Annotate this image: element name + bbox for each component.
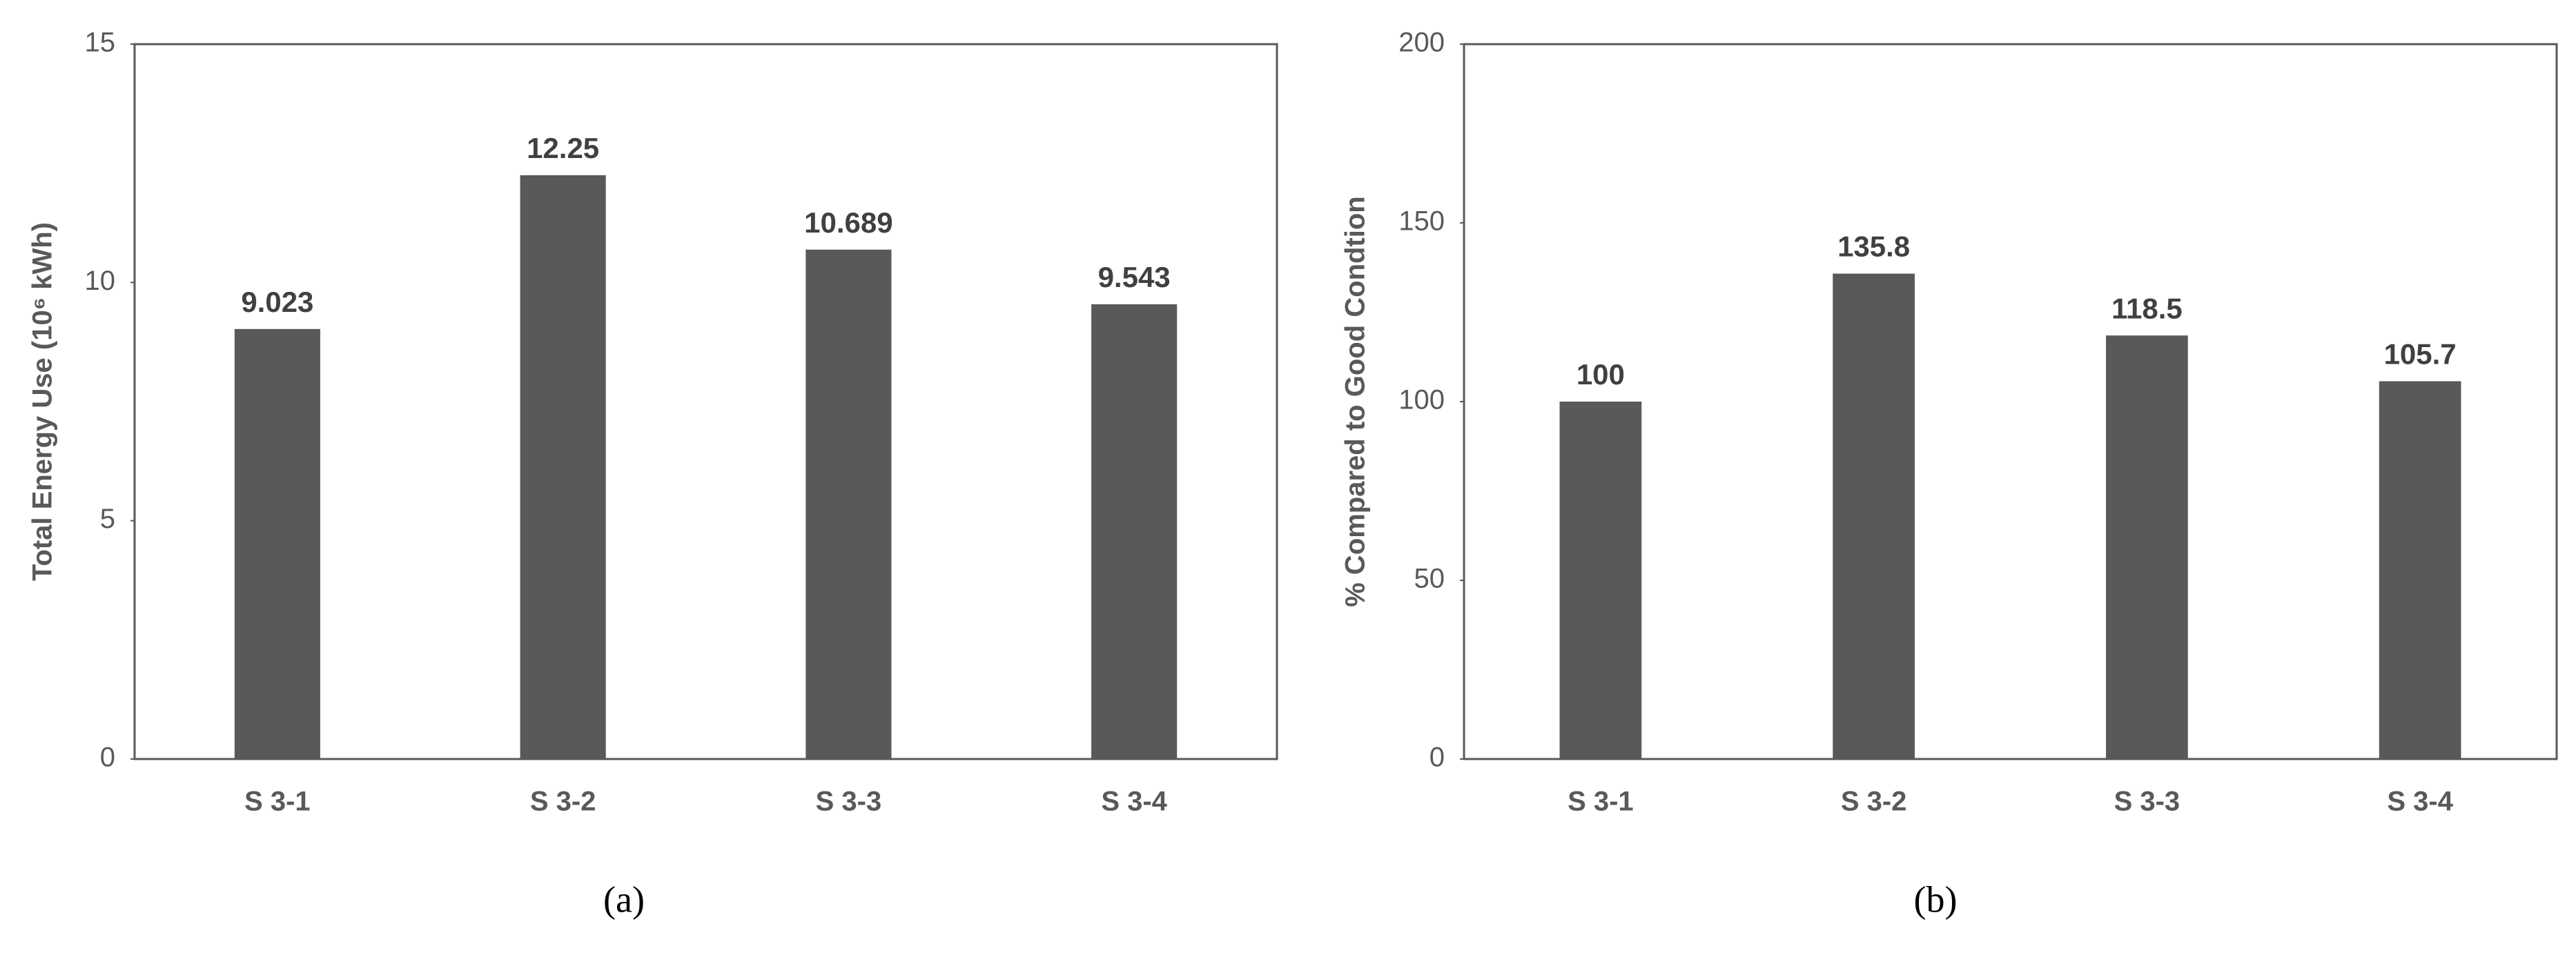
- y-tick-label: 50: [1414, 564, 1445, 594]
- value-label: 118.5: [2111, 292, 2183, 324]
- value-label: 10.689: [804, 206, 892, 239]
- bar: [1559, 402, 1642, 759]
- caption: (b): [1914, 878, 1958, 920]
- bar: [1091, 304, 1178, 759]
- y-tick-label: 10: [85, 266, 116, 296]
- value-label: 135.8: [1837, 230, 1910, 263]
- y-tick-label: 200: [1398, 28, 1445, 58]
- y-tick-label: 0: [100, 742, 115, 773]
- plot-frame: [133, 43, 1278, 760]
- y-tick-label: 15: [85, 28, 116, 58]
- y-tick-label: 150: [1398, 206, 1445, 237]
- x-tick-label: S 3-1: [244, 787, 311, 817]
- x-tick-label: S 3-4: [1101, 787, 1167, 817]
- y-tick-label: 0: [1430, 742, 1445, 773]
- value-label: 105.7: [2384, 338, 2457, 371]
- bar: [520, 175, 606, 759]
- caption: (a): [603, 878, 645, 920]
- x-tick-label: S 3-1: [1568, 787, 1634, 817]
- x-tick-label: S 3-2: [530, 787, 596, 817]
- bar: [234, 328, 320, 759]
- y-axis-label: Total Energy Use (10⁶ kWh): [28, 222, 58, 581]
- value-label: 100: [1577, 358, 1625, 391]
- y-axis-label: % Compared to Good Condtion: [1340, 196, 1371, 607]
- x-tick-label: S 3-3: [2114, 787, 2180, 817]
- x-tick-label: S 3-3: [816, 787, 882, 817]
- x-tick-label: S 3-2: [1841, 787, 1907, 817]
- value-label: 9.023: [241, 286, 313, 318]
- value-label: 9.543: [1098, 261, 1171, 293]
- bar: [806, 249, 892, 759]
- bar: [1833, 273, 1915, 759]
- y-tick-label: 5: [100, 504, 115, 534]
- y-tick-label: 100: [1398, 385, 1445, 415]
- bar: [2379, 381, 2461, 759]
- x-tick-label: S 3-4: [2387, 787, 2453, 817]
- bar: [2106, 335, 2188, 759]
- value-label: 12.25: [527, 132, 599, 164]
